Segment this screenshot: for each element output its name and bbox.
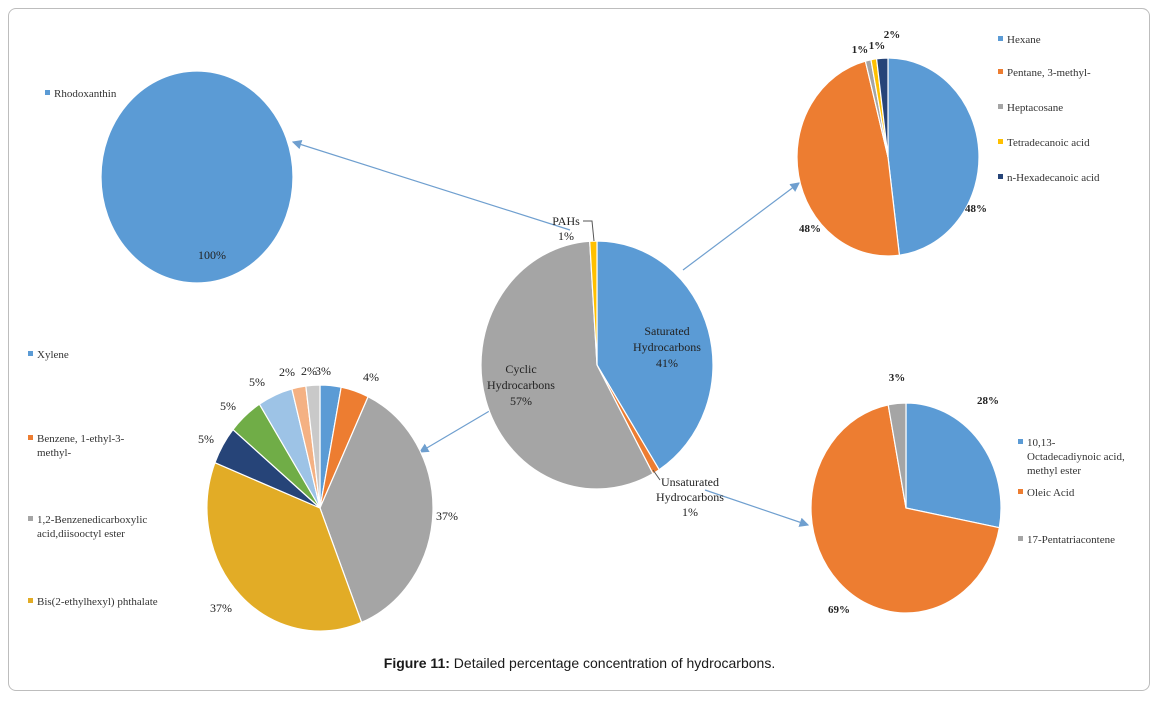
pahs-legend-swatch-0 (45, 90, 50, 95)
saturated-legend-text-0-0: Hexane (1007, 34, 1041, 46)
chart-labels: 100%48%48%1% 1%2%28%69%3%3% 4%37%37%5%5%5%… (28, 29, 1125, 616)
pahs-leader-line (583, 220, 595, 242)
pie-center-slice-0 (596, 240, 714, 471)
pie-saturated-slice-0 (887, 57, 980, 256)
pie-saturated-slice-4 (875, 57, 889, 158)
label-cyclic-3: 37% (210, 601, 232, 615)
cyclic-legend-text-1-1: methyl- (37, 447, 72, 459)
pahs-legend-text-0-0: Rhodoxanthin (54, 88, 117, 100)
center-label-pahs-pct: 1% (558, 229, 574, 243)
saturated-legend-swatch-3 (998, 139, 1003, 144)
pie-cyclic-slice-3 (206, 461, 363, 632)
unsaturated-legend-text-0-2: methyl ester (1027, 465, 1081, 477)
saturated-legend-text-2-0: Heptacosane (1007, 102, 1063, 114)
pie-center-slice-3 (589, 240, 598, 366)
center-label-pahs-name: PAHs (552, 214, 580, 228)
arrow-to-pahs (291, 139, 571, 231)
saturated-legend-swatch-1 (998, 69, 1003, 74)
cyclic-legend-swatch-2 (28, 516, 33, 521)
cyclic-legend-text-2-0: 1,2-Benzenedicarboxylic (37, 514, 147, 526)
cyclic-legend-swatch-0 (28, 351, 33, 356)
unsaturated-legend-swatch-1 (1018, 489, 1023, 494)
center-label-saturated-name: Saturated (644, 324, 689, 338)
saturated-legend-swatch-4 (998, 174, 1003, 179)
pie-saturated-slice-1 (796, 60, 901, 257)
center-label-cyclic-name: Cyclic (505, 362, 536, 376)
label-pahs-0: 100% (198, 248, 226, 262)
pie-pahs (100, 70, 294, 284)
cyclic-legend-text-2-1: acid,diisooctyl ester (37, 528, 125, 540)
cyclic-legend-text-0-0: Xylene (37, 349, 69, 361)
unsaturated-legend-text-2-0: 17-Pentatriacontene (1027, 534, 1115, 546)
label-saturated-3: 1% (869, 40, 886, 52)
label-cyclic-7: 2% (279, 365, 295, 379)
label-cyclic-6: 5% (249, 375, 265, 389)
label-saturated-1: 48% (799, 223, 821, 235)
saturated-legend-swatch-2 (998, 104, 1003, 109)
pie-pahs-slice-0 (100, 70, 294, 284)
pie-cyclic (206, 384, 434, 632)
saturated-legend-text-1-0: Pentane, 3-methyl- (1007, 67, 1091, 79)
pie-unsaturated-slice-1 (810, 404, 1001, 614)
pie-center (480, 240, 714, 490)
unsaturated-legend-text-0-1: Octadecadiynoic acid, (1027, 451, 1125, 463)
caption-text: Detailed percentage concentration of hyd… (449, 655, 776, 671)
label-cyclic-1: 4% (363, 370, 379, 384)
cyclic-legend-text-1-0: Benzene, 1-ethyl-3- (37, 433, 125, 445)
label-unsaturated-0: 28% (977, 395, 999, 407)
cyclic-legend-swatch-3 (28, 598, 33, 603)
unsaturated-leader-line (652, 469, 661, 481)
saturated-legend-text-4-0: n-Hexadecanoic acid (1007, 172, 1100, 184)
label-cyclic-5: 5% (220, 399, 236, 413)
center-label-unsaturated-name: Unsaturated (661, 475, 719, 489)
pie-unsaturated (810, 402, 1002, 614)
pie-unsaturated-slice-2 (887, 402, 907, 509)
center-label-cyclic-sub: Hydrocarbons (487, 378, 555, 392)
arrow-to-unsaturated (704, 489, 810, 527)
unsaturated-legend-swatch-0 (1018, 439, 1023, 444)
center-label-unsaturated-pct: 1% (682, 505, 698, 519)
center-label-unsaturated-sub: Hydrocarbons (656, 490, 724, 504)
pie-center-slice-2 (480, 240, 654, 490)
label-cyclic-4: 5% (198, 432, 214, 446)
cyclic-legend-swatch-1 (28, 435, 33, 440)
center-label-cyclic-pct: 57% (510, 394, 532, 408)
label-cyclic-0: 3% (315, 364, 331, 378)
label-saturated-4: 2% (884, 29, 901, 41)
label-saturated-2: 1% (852, 44, 869, 56)
caption-label: Figure 11: (383, 655, 450, 671)
label-cyclic-8: 2% (301, 364, 317, 378)
pie-saturated (796, 57, 980, 257)
unsaturated-legend-text-0-0: 10,13- (1027, 437, 1056, 449)
pie-cyclic-slice-2 (319, 395, 434, 624)
center-label-saturated-sub: Hydrocarbons (633, 340, 701, 354)
label-unsaturated-2: 3% (889, 372, 906, 384)
figure-caption: Figure 11: Detailed percentage concentra… (0, 655, 1159, 671)
cyclic-legend-text-3-0: Bis(2-ethylhexyl) phthalate (37, 596, 158, 608)
pie-cyclic-slice-8 (305, 384, 321, 509)
saturated-legend-swatch-0 (998, 36, 1003, 41)
pie-unsaturated-slice-0 (905, 402, 1002, 529)
label-cyclic-2: 37% (436, 509, 458, 523)
arrow-to-saturated (682, 182, 800, 271)
unsaturated-legend-text-1-0: Oleic Acid (1027, 487, 1075, 499)
label-unsaturated-1: 69% (828, 604, 850, 616)
pie-charts (100, 57, 1002, 632)
label-saturated-0: 48% (965, 203, 987, 215)
unsaturated-legend-swatch-2 (1018, 536, 1023, 541)
saturated-legend-text-3-0: Tetradecanoic acid (1007, 137, 1090, 149)
center-label-saturated-pct: 41% (656, 356, 678, 370)
